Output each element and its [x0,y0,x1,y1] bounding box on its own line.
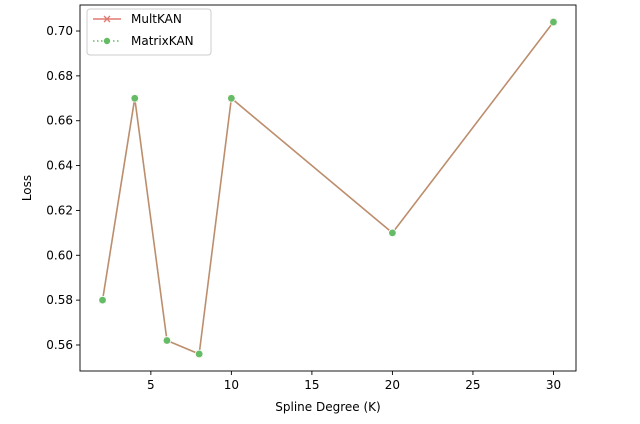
matrixkan-point [388,228,397,238]
legend-label-matrixkan: MatrixKAN [131,34,194,48]
y-axis-ticks: 0.56 0.58 0.60 0.62 0.64 0.66 0.68 0.70 [46,24,80,352]
x-tick-label: 10 [224,378,239,392]
plot-frame [79,4,577,372]
matrixkan-point [227,94,236,103]
legend-marker-matrixkan [103,37,112,46]
legend-marker-multkan [103,15,111,23]
legend: MultKAN MatrixKAN [86,8,212,56]
x-tick-label: 30 [546,378,561,392]
matrixkan-point [162,336,172,345]
x-tick-label: 25 [465,378,480,392]
y-tick-label: 0.56 [46,338,73,352]
y-axis-label: Loss [20,175,34,201]
matrixkan-point [130,94,139,103]
y-tick-label: 0.62 [46,203,73,217]
legend-entry-multkan: MultKAN [93,12,182,26]
matrixkan-point [194,349,204,359]
legend-label-multkan: MultKAN [131,12,182,26]
x-axis-ticks: 5 10 15 20 25 30 [147,371,561,392]
y-tick-label: 0.64 [46,159,73,173]
x-tick-label: 20 [385,378,400,392]
series-layer [98,17,558,359]
x-tick-label: 5 [147,378,155,392]
y-tick-label: 0.68 [46,69,73,83]
plot-background [80,5,576,371]
y-tick-label: 0.66 [46,114,73,128]
legend-box [86,8,212,56]
y-tick-label: 0.60 [46,248,73,262]
y-tick-label: 0.70 [46,24,73,38]
legend-entry-matrixkan: MatrixKAN [93,34,194,48]
x-axis-label: Spline Degree (K) [275,400,380,414]
matrixkan-point [98,295,107,305]
y-tick-label: 0.58 [46,293,73,307]
matrixkan-point [549,17,558,27]
x-tick-label: 15 [304,378,319,392]
